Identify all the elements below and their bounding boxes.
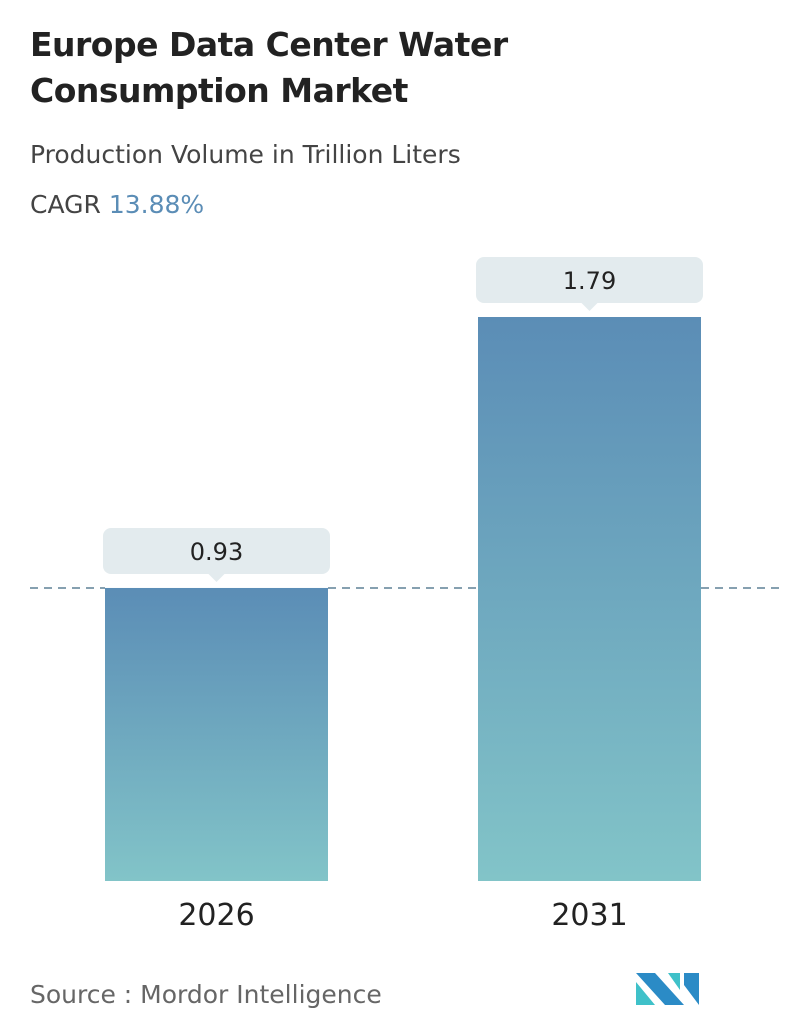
value-label: 1.79 [563, 267, 616, 295]
source-text: Source : Mordor Intelligence [30, 980, 382, 1009]
chart-title: Europe Data Center Water Consumption Mar… [30, 25, 508, 110]
value-label-bg [476, 257, 703, 303]
x-tick-label: 2026 [178, 898, 254, 933]
value-label: 0.93 [190, 538, 243, 566]
value-label-pointer [208, 573, 225, 582]
value-label-pointer [581, 303, 598, 311]
cagr-value: 13.88% [108, 190, 205, 219]
cagr: CAGR 13.88% [30, 190, 204, 219]
bar-2026 [105, 587, 328, 881]
value-label-bg [103, 527, 330, 574]
x-tick-label: 2031 [551, 898, 627, 933]
cagr-label: CAGR [30, 190, 101, 219]
chart-subtitle: Production Volume in Trillion Liters [30, 140, 461, 169]
bar-2031 [478, 317, 701, 881]
